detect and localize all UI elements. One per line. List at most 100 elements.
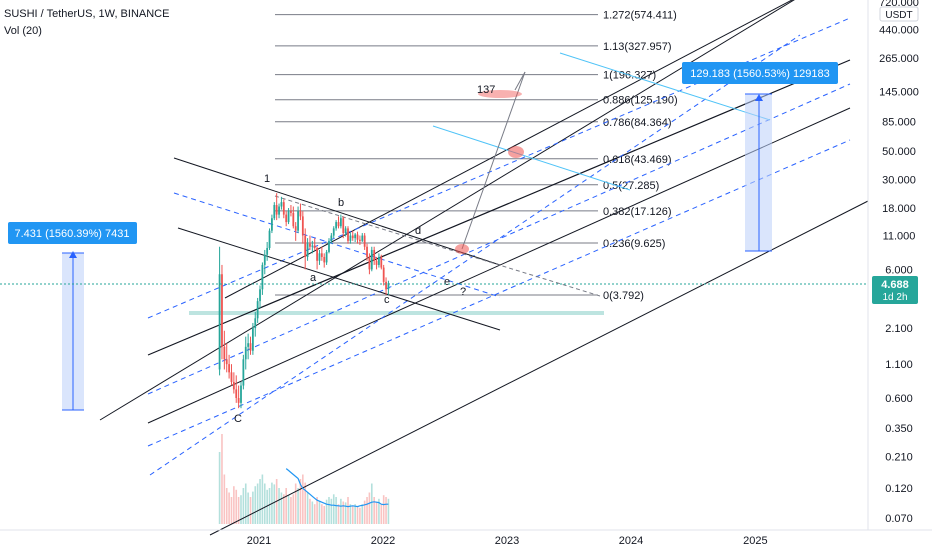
price-tick-label: 0.070 bbox=[885, 513, 913, 525]
candle bbox=[301, 211, 304, 244]
chart-title: SUSHI / TetherUS, 1W, BINANCE bbox=[4, 8, 170, 20]
wave-label-a: a bbox=[310, 272, 317, 284]
target-label-137: 137 bbox=[477, 84, 495, 96]
time-tick-label: 2022 bbox=[371, 535, 395, 547]
price-tick-label: 145.000 bbox=[879, 87, 919, 99]
candle bbox=[251, 322, 254, 355]
candle bbox=[363, 233, 366, 250]
volume-bar bbox=[313, 504, 316, 524]
candle bbox=[240, 381, 242, 409]
candle bbox=[339, 214, 342, 229]
candle bbox=[385, 277, 387, 295]
candle bbox=[297, 206, 299, 234]
fib-level-label: 1.13(327.957) bbox=[603, 41, 672, 53]
candle bbox=[318, 249, 321, 265]
fib-level-label: 0.382(17.126) bbox=[603, 206, 672, 218]
candle bbox=[347, 226, 349, 244]
countdown-label: 1d 2h bbox=[882, 292, 907, 303]
volume-bar bbox=[368, 492, 371, 524]
candle bbox=[342, 216, 345, 239]
wave-label-d: d bbox=[415, 225, 421, 237]
candle bbox=[351, 230, 354, 241]
candle bbox=[332, 226, 335, 239]
price-tick-label: 1.100 bbox=[885, 359, 913, 371]
volume-bar bbox=[370, 483, 373, 524]
volume-bar bbox=[268, 488, 271, 524]
volume-bar bbox=[273, 484, 276, 524]
candle bbox=[306, 238, 309, 261]
candle bbox=[247, 333, 250, 360]
volume-bar bbox=[259, 479, 261, 524]
volume-bar bbox=[244, 483, 247, 524]
volume-bar bbox=[344, 502, 347, 524]
measure-left[interactable]: 7.431 (1560.39%) 7431 bbox=[8, 222, 137, 411]
candle bbox=[237, 385, 240, 409]
volume-bar bbox=[354, 504, 356, 524]
volume-bar bbox=[340, 498, 342, 524]
candle bbox=[294, 222, 297, 241]
time-tick-label: 2021 bbox=[247, 535, 271, 547]
price-tick-label: 50.000 bbox=[882, 146, 916, 158]
candle bbox=[235, 375, 238, 403]
volume-bars bbox=[218, 434, 390, 524]
wave-label-1: 1 bbox=[264, 173, 270, 185]
candle bbox=[375, 256, 378, 270]
price-tick-label: 85.000 bbox=[882, 116, 916, 128]
time-ticks: 2021 2022 2023 2024 2025 bbox=[247, 535, 768, 547]
measure-right[interactable]: 129.183 (1560.53%) 129183 bbox=[682, 62, 838, 252]
candle bbox=[230, 364, 233, 386]
price-tick-label: 0.600 bbox=[885, 393, 913, 405]
ascending-channel-dashed bbox=[147, 17, 851, 476]
candle bbox=[316, 246, 318, 270]
time-tick-label: 2023 bbox=[495, 535, 519, 547]
candle bbox=[285, 211, 288, 227]
candle bbox=[320, 246, 323, 261]
candle bbox=[330, 233, 333, 244]
currency-label: USDT bbox=[885, 10, 912, 21]
volume-bar bbox=[294, 483, 297, 524]
volume-bar bbox=[223, 474, 226, 524]
support-band bbox=[189, 311, 604, 315]
volume-bar bbox=[249, 497, 252, 524]
volume-bar bbox=[235, 489, 238, 524]
volume-bar bbox=[290, 497, 292, 524]
volume-bar bbox=[299, 479, 302, 524]
candle bbox=[261, 262, 264, 295]
volume-bar bbox=[323, 506, 326, 524]
volume-bar bbox=[330, 498, 333, 524]
candle bbox=[263, 249, 266, 275]
candle bbox=[368, 253, 371, 275]
volume-bar bbox=[218, 452, 221, 524]
wave-label-C: C bbox=[234, 413, 242, 425]
volume-bar bbox=[351, 506, 354, 524]
candle bbox=[278, 203, 280, 219]
volume-bar bbox=[256, 483, 259, 524]
volume-indicator-label: Vol (20) bbox=[4, 25, 42, 37]
price-tick-label: 440.000 bbox=[879, 25, 919, 37]
fib-level-label: 0.886(125.190) bbox=[603, 95, 678, 107]
candle bbox=[268, 228, 271, 250]
candle bbox=[337, 216, 340, 229]
volume-bar bbox=[278, 488, 280, 524]
volume-bar bbox=[349, 504, 352, 524]
volume-bar bbox=[287, 495, 290, 524]
measure-right-label: 129.183 (1560.53%) 129183 bbox=[690, 68, 829, 80]
plot-area[interactable]: 1.272(574.411)1.13(327.957)1(196.327)0.8… bbox=[8, 0, 871, 536]
candle bbox=[361, 233, 364, 242]
candle bbox=[256, 297, 259, 323]
descending-channel bbox=[173, 157, 501, 331]
candle bbox=[325, 249, 328, 265]
wave-label-b: b bbox=[338, 197, 344, 209]
projection-path bbox=[461, 71, 526, 250]
volume-bar bbox=[309, 498, 311, 524]
volume-bar bbox=[328, 497, 330, 524]
volume-bar bbox=[306, 492, 309, 524]
price-tick-label: 0.120 bbox=[885, 483, 913, 495]
time-axis[interactable]: 2021 2022 2023 2024 2025 bbox=[0, 529, 932, 547]
price-axis[interactable]: 720.000 440.000 265.000 145.000 85.000 50.000… bbox=[0, 0, 932, 530]
cross-lines bbox=[432, 52, 771, 191]
candle bbox=[354, 233, 357, 242]
candle bbox=[311, 240, 314, 254]
volume-bar bbox=[347, 497, 349, 524]
